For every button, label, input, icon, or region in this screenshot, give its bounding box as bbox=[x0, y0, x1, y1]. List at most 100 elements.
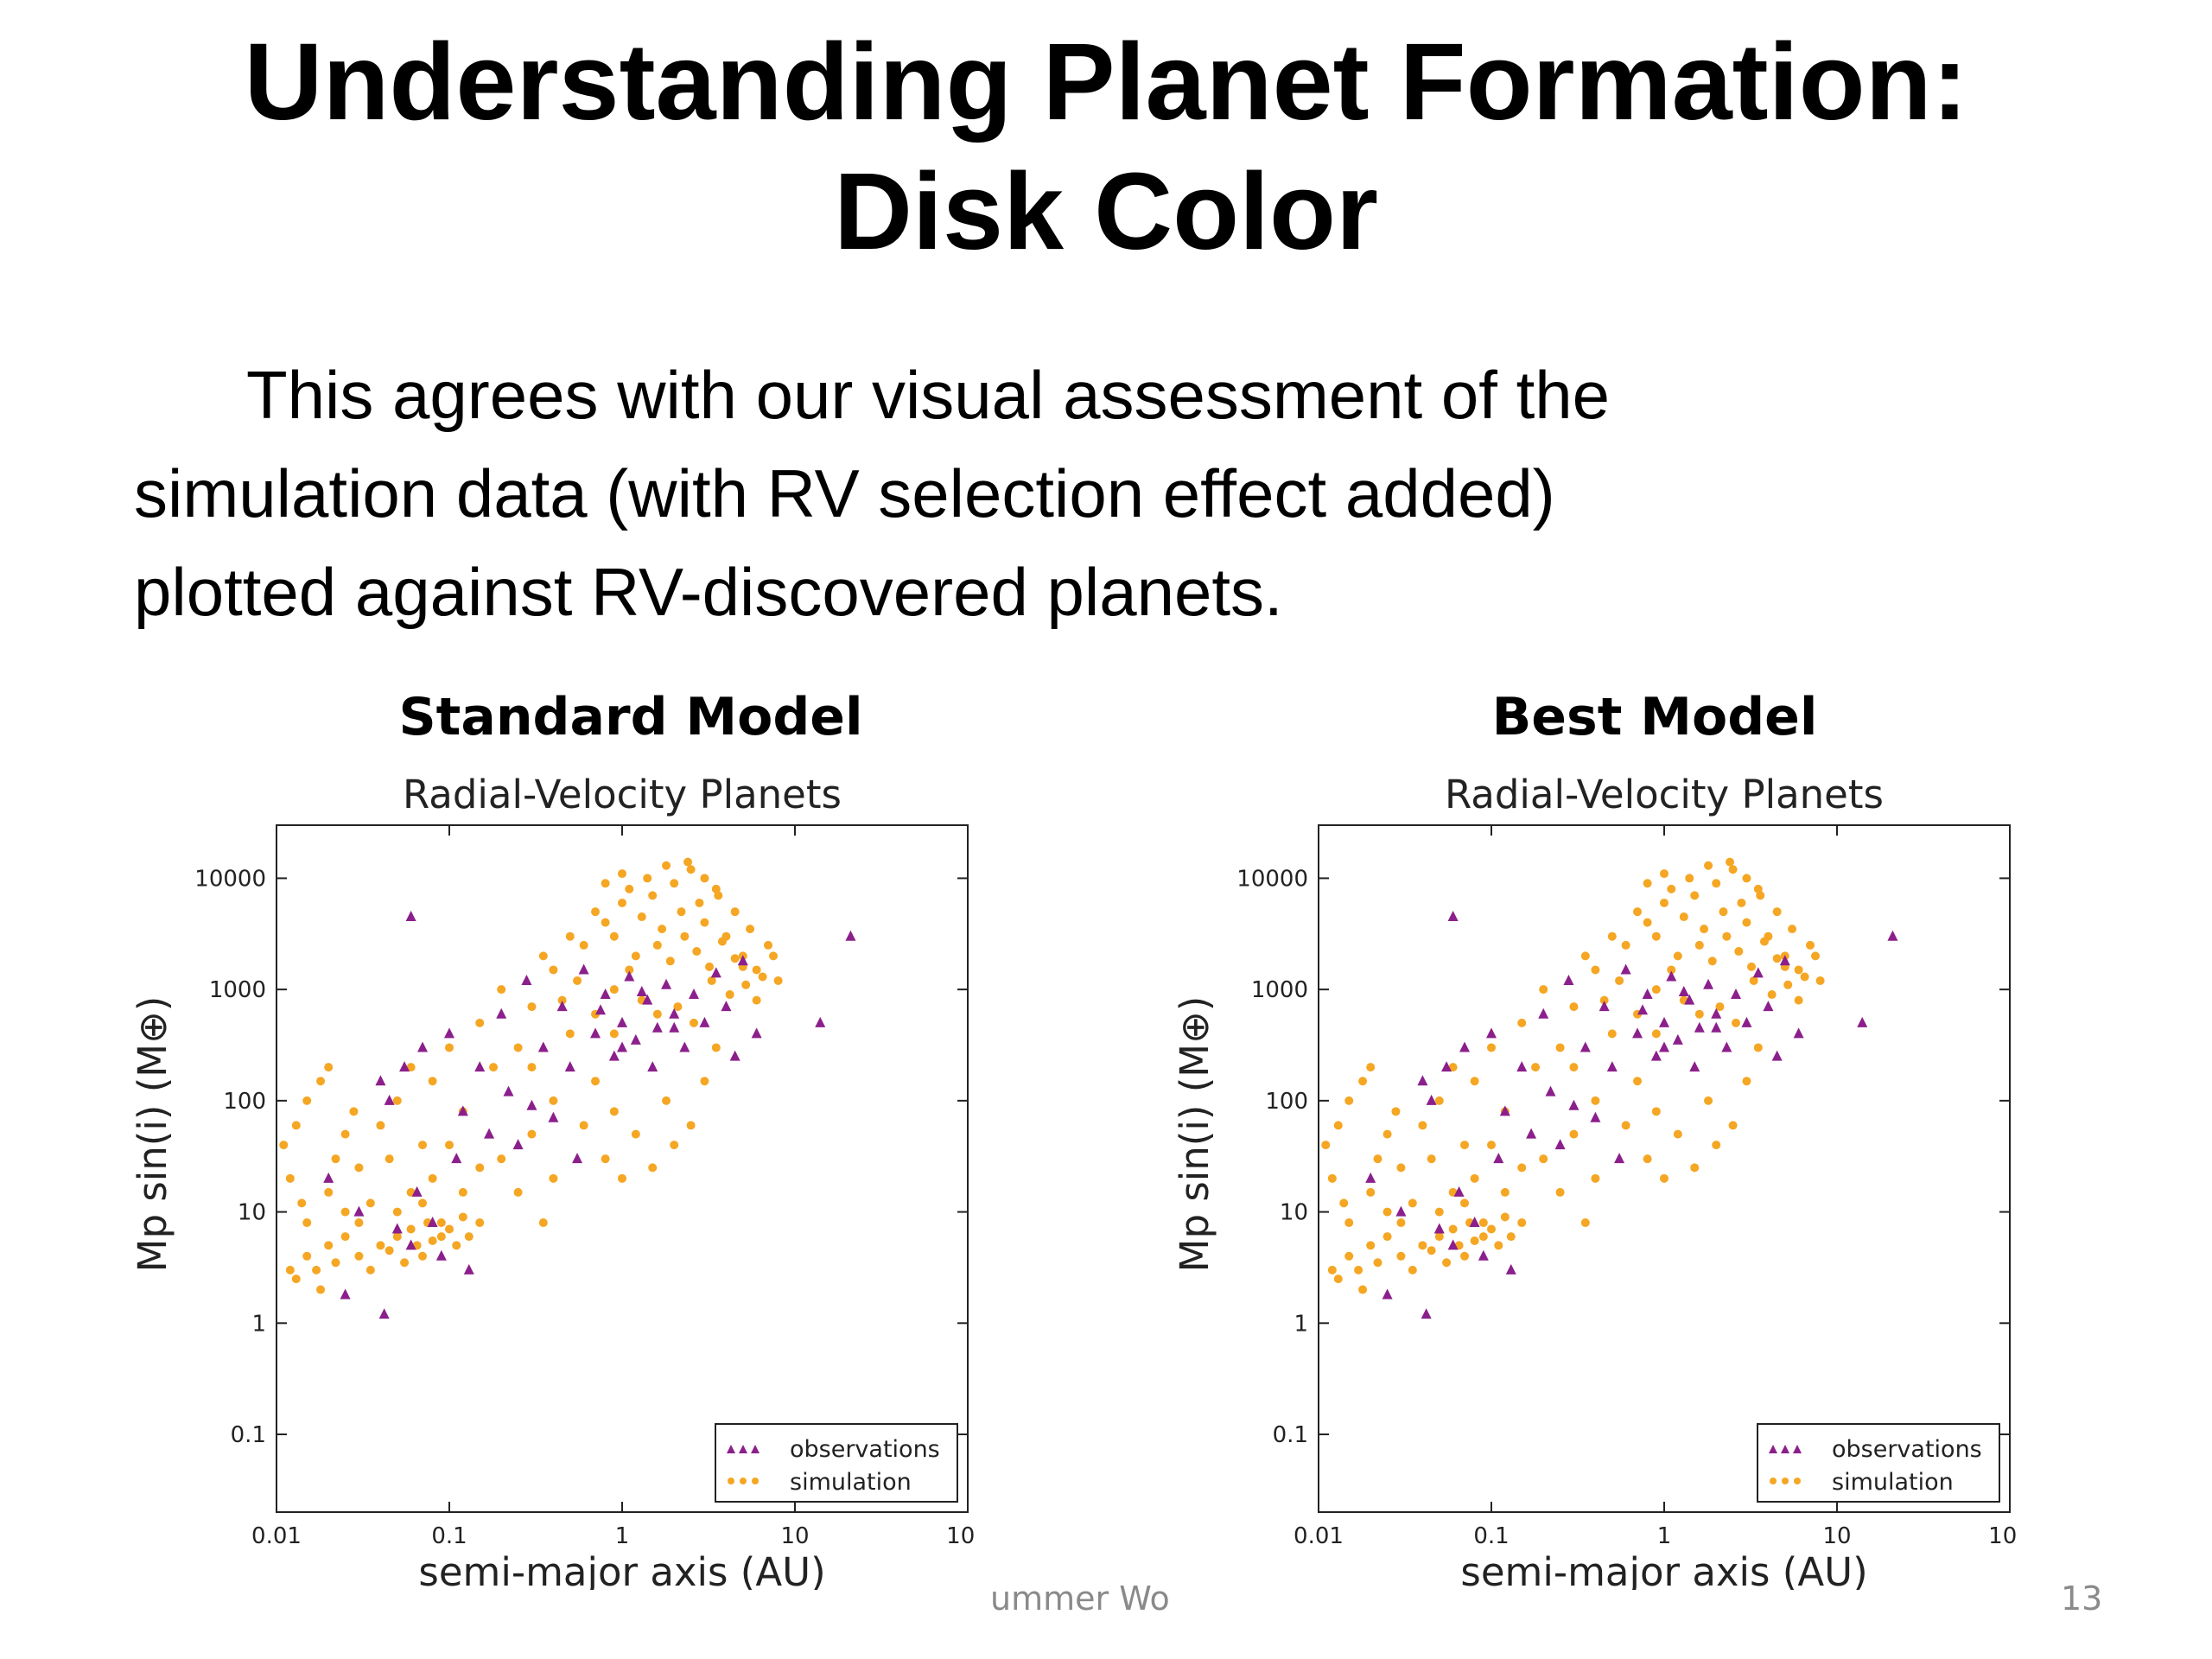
chart-1-simulation-point bbox=[1704, 861, 1713, 870]
chart-1-observation-point bbox=[1599, 1001, 1610, 1012]
chart-0-xlabel: semi-major axis (AU) bbox=[418, 1549, 825, 1590]
chart-0-simulation-point bbox=[527, 1063, 537, 1072]
chart-0-observation-point bbox=[617, 1041, 627, 1052]
chart-0-observation-point bbox=[474, 1061, 486, 1072]
chart-1-plot-frame bbox=[1318, 824, 2011, 1513]
chart-0-observation-point bbox=[647, 1061, 658, 1072]
chart-0-simulation-point bbox=[648, 1163, 658, 1173]
body-line-2: simulation data (with RV selection effec… bbox=[134, 455, 1555, 531]
chart-0-simulation-point bbox=[591, 907, 601, 917]
chart-1-simulation-point bbox=[1742, 918, 1751, 927]
chart-0-simulation-point bbox=[673, 1002, 683, 1012]
chart-0-simulation-point bbox=[618, 869, 626, 879]
chart-0-simulation-point bbox=[392, 1207, 402, 1217]
chart-1-simulation-point bbox=[1651, 931, 1661, 941]
chart-1-simulation-point bbox=[1470, 1077, 1479, 1086]
chart-1-observation-point bbox=[1684, 994, 1695, 1005]
chart-1-observation-point bbox=[1382, 1288, 1393, 1300]
chart-1-simulation-point bbox=[1759, 937, 1769, 946]
chart-0-simulation-point bbox=[565, 1029, 575, 1039]
chart-1-observation-point bbox=[1538, 1007, 1549, 1019]
chart-1-simulation-point bbox=[1690, 1163, 1700, 1173]
chart-0-simulation-point bbox=[428, 1173, 437, 1183]
chart-1-observation-point bbox=[1779, 955, 1790, 966]
chart-1-simulation-point bbox=[1427, 1246, 1436, 1255]
chart-1-simulation-point bbox=[1460, 1141, 1470, 1150]
chart-1-observation-point bbox=[1689, 1061, 1700, 1072]
chart-1-simulation-point bbox=[1366, 1063, 1376, 1072]
chart-1-simulation-point bbox=[1753, 1043, 1763, 1052]
chart-1-simulation-point bbox=[1749, 976, 1758, 985]
chart-1-simulation-point bbox=[1734, 947, 1744, 957]
chart-1-observation-point bbox=[1666, 970, 1677, 982]
chart-1-simulation-point bbox=[1517, 1018, 1527, 1027]
chart-0-simulation-point bbox=[609, 1029, 619, 1039]
chart-1-observation-point bbox=[1711, 1007, 1722, 1019]
chart-0-simulation-point bbox=[385, 1246, 394, 1255]
chart-0-simulation-point bbox=[324, 1241, 334, 1250]
chart-1-observation-point bbox=[1486, 1027, 1497, 1039]
chart-1-legend: observations simulation bbox=[1757, 1423, 2000, 1503]
chart-1-observation-point bbox=[1433, 1223, 1445, 1234]
chart-0-simulation-point bbox=[406, 1063, 416, 1072]
chart-0-simulation-point bbox=[686, 865, 696, 874]
chart-0-simulation-point bbox=[349, 1107, 359, 1116]
chart-1-observation-point bbox=[1637, 1004, 1649, 1015]
chart-1-plot-area bbox=[1321, 857, 1898, 1319]
chart-1-observation-point bbox=[1453, 1185, 1465, 1197]
chart-1-legend-observations-label: observations bbox=[1832, 1436, 1982, 1463]
chart-1-legend-simulation-label: simulation bbox=[1832, 1469, 1954, 1496]
chart-1-simulation-point bbox=[1506, 1232, 1516, 1242]
chart-1-simulation-point bbox=[1615, 976, 1624, 985]
chart-1-xlabel: semi-major axis (AU) bbox=[1460, 1549, 1867, 1590]
chart-1-simulation-point bbox=[1555, 1187, 1565, 1197]
chart-0-simulation-point bbox=[692, 947, 702, 957]
chart-1-simulation-point bbox=[1373, 1258, 1382, 1268]
chart-0-xtick-label: 0.1 bbox=[431, 1523, 467, 1549]
chart-0-simulation-point bbox=[392, 1096, 402, 1105]
chart-0-simulation-point bbox=[601, 918, 610, 927]
chart-1-simulation-point bbox=[1366, 1187, 1376, 1197]
panel-heading-best-model: Best Model bbox=[1491, 687, 1818, 747]
chart-0-legend-simulation-label: simulation bbox=[790, 1469, 912, 1496]
page-number: 13 bbox=[2061, 1580, 2103, 1618]
chart-0-observation-point bbox=[572, 1153, 583, 1164]
chart-0-simulation-point bbox=[549, 1173, 558, 1183]
chart-1-simulation-point bbox=[1667, 965, 1676, 975]
chart-0-simulation-point bbox=[601, 879, 610, 888]
chart-1-simulation-point bbox=[1344, 1096, 1354, 1105]
chart-0-xtick-label: 100 bbox=[946, 1523, 976, 1549]
chart-0-plot-frame bbox=[276, 824, 969, 1513]
chart-1-simulation-point bbox=[1747, 962, 1757, 971]
chart-1-simulation-point bbox=[1354, 1265, 1363, 1274]
chart-0-simulation-point bbox=[324, 1063, 334, 1072]
chart-0-simulation-point bbox=[445, 1224, 454, 1234]
chart-0-observation-point bbox=[729, 1050, 741, 1061]
chart-0-observation-point bbox=[411, 1185, 423, 1197]
chart-0-simulation-point bbox=[365, 1198, 375, 1208]
chart-0-ytick-label: 0.1 bbox=[231, 1422, 266, 1448]
chart-1-simulation-point bbox=[1788, 925, 1797, 934]
chart-1-observation-point bbox=[1590, 1111, 1601, 1122]
chart-0-simulation-point bbox=[458, 1212, 467, 1222]
chart-0-observation-point bbox=[463, 1263, 474, 1274]
chart-1-simulation-point bbox=[1643, 879, 1652, 888]
chart-1-simulation-point bbox=[1651, 985, 1661, 995]
chart-0-legend-simulation-marker bbox=[752, 1478, 759, 1484]
chart-1-simulation-point bbox=[1673, 1129, 1682, 1139]
chart-0-simulation-point bbox=[436, 1218, 446, 1228]
chart-1-simulation-point bbox=[1607, 931, 1617, 941]
chart-1-observation-point bbox=[1568, 1099, 1580, 1110]
chart-0-simulation-point bbox=[707, 976, 716, 985]
chart-1-xtick-label: 10 bbox=[1822, 1523, 1851, 1549]
chart-1-simulation-point bbox=[1448, 1063, 1458, 1072]
chart-1-simulation-point bbox=[1811, 951, 1821, 961]
chart-0-simulation-point bbox=[527, 1002, 537, 1012]
chart-0-simulation-point bbox=[340, 1232, 350, 1242]
chart-1-simulation-point bbox=[1815, 976, 1825, 985]
chart-0-simulation-point bbox=[618, 898, 626, 907]
chart-1-simulation-point bbox=[1531, 1063, 1541, 1072]
chart-0-observation-point bbox=[484, 1128, 495, 1139]
chart-1-simulation-point bbox=[1794, 995, 1803, 1005]
chart-0-observation-point bbox=[503, 1085, 514, 1096]
